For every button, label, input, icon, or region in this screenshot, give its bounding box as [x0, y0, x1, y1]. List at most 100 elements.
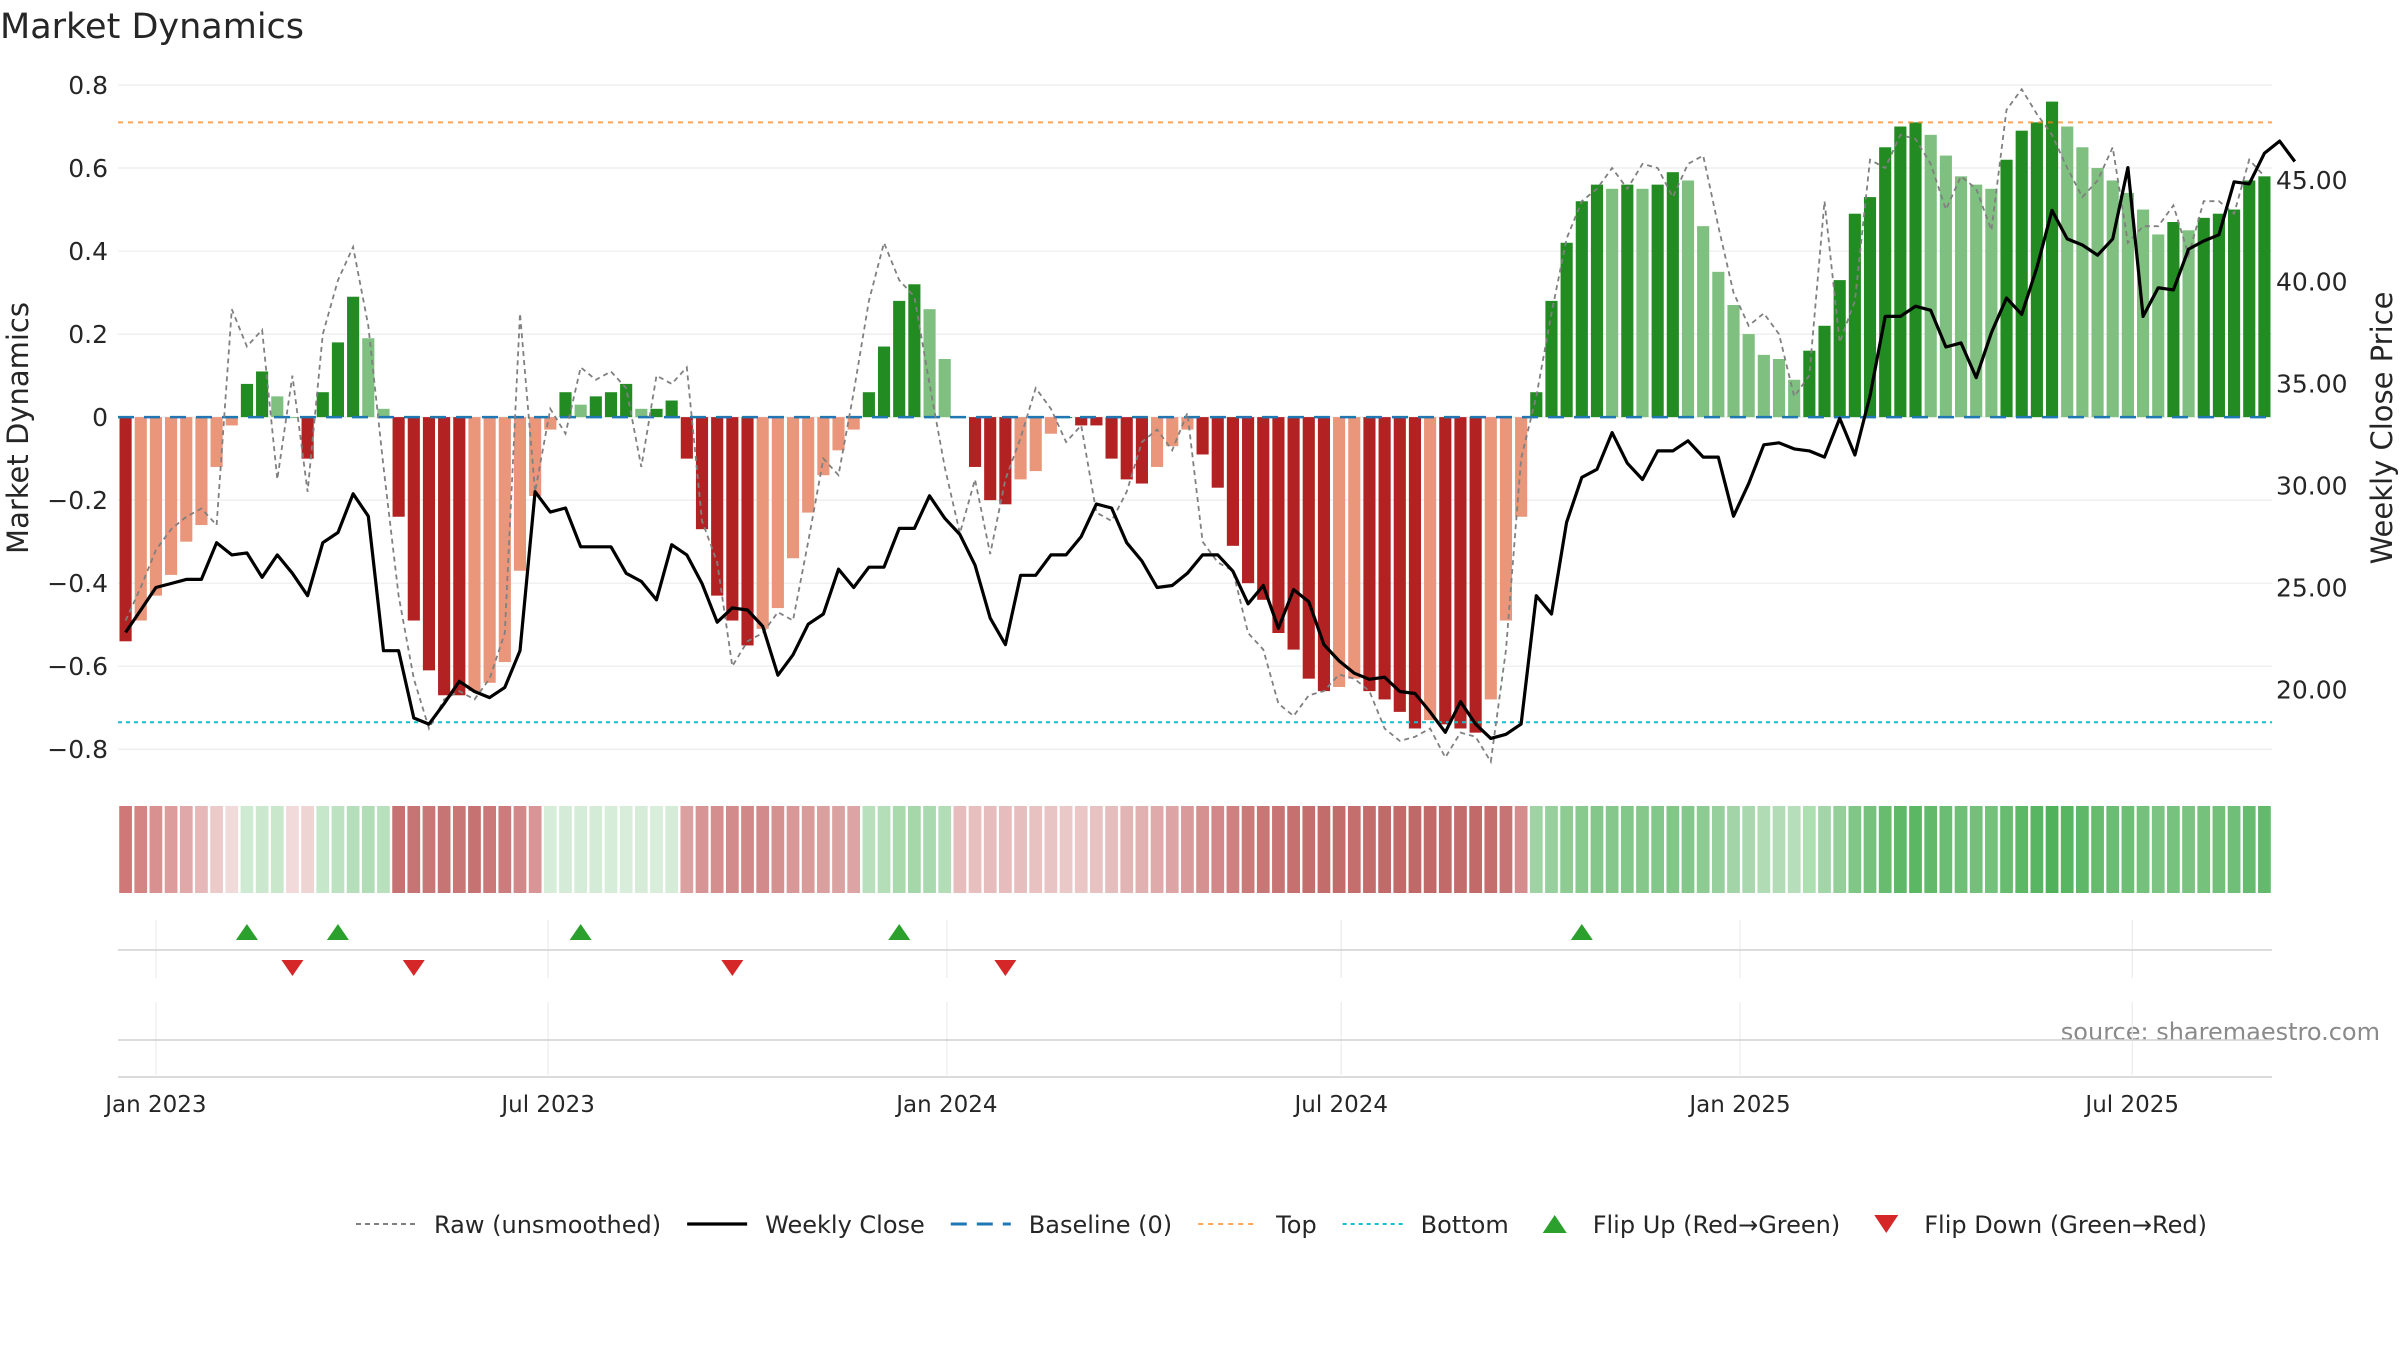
flip-markers-panel	[235, 924, 1593, 976]
x-tick-label: Jan 2025	[1687, 1092, 1790, 1118]
dynamics-bar	[1120, 417, 1133, 480]
dynamics-bar	[1302, 417, 1315, 679]
dynamics-bar	[1742, 334, 1755, 418]
dynamics-bar	[1211, 417, 1224, 488]
signal-band-cell	[2197, 806, 2211, 893]
signal-band-cell	[331, 806, 345, 893]
dynamics-bar	[1181, 417, 1194, 430]
legend-item-close: Weekly Close	[687, 1211, 925, 1239]
signal-band-cell	[953, 806, 967, 893]
signal-band-cell	[710, 806, 724, 893]
flip-up-marker	[235, 924, 258, 940]
dynamics-bar	[620, 383, 633, 418]
signal-band-cell	[377, 806, 390, 893]
signal-band-cell	[801, 806, 815, 893]
x-tick-label: Jan 2024	[894, 1092, 997, 1118]
signal-band-cell	[2106, 806, 2120, 893]
dynamics-bar	[1484, 417, 1497, 700]
dynamics-bar	[741, 417, 754, 646]
dynamics-bar	[1424, 417, 1437, 721]
dynamics-bar	[1621, 184, 1634, 418]
signal-band-cell	[1939, 806, 1953, 893]
signal-band-cell	[1469, 806, 1482, 893]
dynamics-bar	[468, 417, 481, 692]
legend-item-bottom: Bottom	[1342, 1211, 1509, 1239]
dynamics-bar	[680, 417, 693, 459]
signal-band-cell	[437, 806, 451, 893]
signal-band-cell	[604, 806, 618, 893]
dynamics-bar	[786, 417, 800, 559]
dynamics-bar	[1499, 417, 1513, 621]
dynamics-bar	[695, 417, 709, 530]
signal-band-cell	[2076, 806, 2089, 893]
legend-label: Flip Down (Green→Red)	[1924, 1211, 2207, 1239]
dynamics-bar	[1606, 188, 1619, 418]
signal-band-cell	[1681, 806, 1695, 893]
dynamics-bar	[893, 300, 906, 418]
signal-band-cell	[1241, 806, 1255, 893]
signal-band-cell	[559, 806, 572, 893]
dynamics-bar	[165, 417, 178, 575]
dynamics-bar	[180, 417, 193, 542]
dynamics-bar	[1848, 213, 1861, 418]
legend-item-raw: Raw (unsmoothed)	[356, 1211, 661, 1239]
signal-band-cell	[1059, 806, 1073, 893]
signal-band-cell	[1924, 806, 1938, 893]
dynamics-bar	[1924, 134, 1937, 418]
dynamics-bar	[195, 417, 208, 526]
signal-band-cell	[1317, 806, 1331, 893]
signal-band-cell	[680, 806, 694, 893]
flip-up-marker	[326, 924, 349, 940]
flip-up-marker	[1570, 924, 1593, 940]
dynamics-bar	[984, 417, 997, 501]
signal-band-cell	[1514, 806, 1528, 893]
signal-band-cell	[2227, 806, 2241, 893]
signal-band-cell	[134, 806, 148, 893]
dynamics-bar	[2152, 234, 2165, 418]
dynamics-bar	[1909, 122, 1922, 418]
signal-band-cell	[301, 806, 314, 893]
signal-band-cell	[1165, 806, 1179, 893]
y-tick-label-left: 0.6	[68, 154, 108, 183]
dynamics-bar	[1196, 417, 1209, 455]
signal-band-cell	[1287, 806, 1300, 893]
signal-band-cell	[999, 806, 1012, 893]
dynamics-bar	[771, 417, 784, 609]
signal-band-cell	[179, 806, 193, 893]
dynamics-bar	[2228, 209, 2241, 418]
dynamics-bar	[513, 417, 527, 571]
signal-band-cell	[1454, 806, 1467, 893]
dynamics-bar	[1954, 176, 1968, 418]
signal-band-cell	[1347, 806, 1361, 893]
dynamics-bar	[256, 371, 269, 418]
signal-band-cell	[1332, 806, 1346, 893]
dynamics-bar	[149, 417, 162, 596]
legend-label: Top	[1275, 1211, 1317, 1239]
dynamics-bar	[968, 417, 982, 467]
signal-band-cell	[2000, 806, 2013, 893]
signal-band-cell	[286, 806, 299, 893]
y-tick-label-left: −0.2	[47, 486, 108, 515]
signal-band-cell	[1545, 806, 1558, 893]
y-tick-label-left: 0.8	[68, 71, 108, 100]
signal-band-cell	[195, 806, 208, 893]
dynamics-bar	[1985, 188, 1998, 418]
dynamics-bar	[1242, 417, 1255, 584]
signal-band-cell	[862, 806, 876, 893]
signal-band-cell	[119, 806, 132, 893]
dynamics-bar	[1970, 184, 1983, 418]
dynamics-bar	[1393, 417, 1406, 712]
signal-band-cell	[847, 806, 861, 893]
dynamics-bar	[711, 417, 724, 596]
dynamics-bar	[1439, 417, 1452, 725]
dynamics-bar	[877, 346, 891, 418]
dynamics-bar	[316, 392, 329, 418]
y-tick-label-left: −0.6	[47, 652, 108, 681]
dynamics-bar	[847, 417, 860, 430]
dynamics-bar	[756, 417, 769, 629]
dynamics-bar	[438, 417, 451, 696]
dynamics-bar	[726, 417, 739, 621]
signal-band-cell	[2121, 806, 2135, 893]
y-tick-label-right: 40.00	[2276, 268, 2348, 297]
dynamics-bar	[802, 417, 815, 513]
